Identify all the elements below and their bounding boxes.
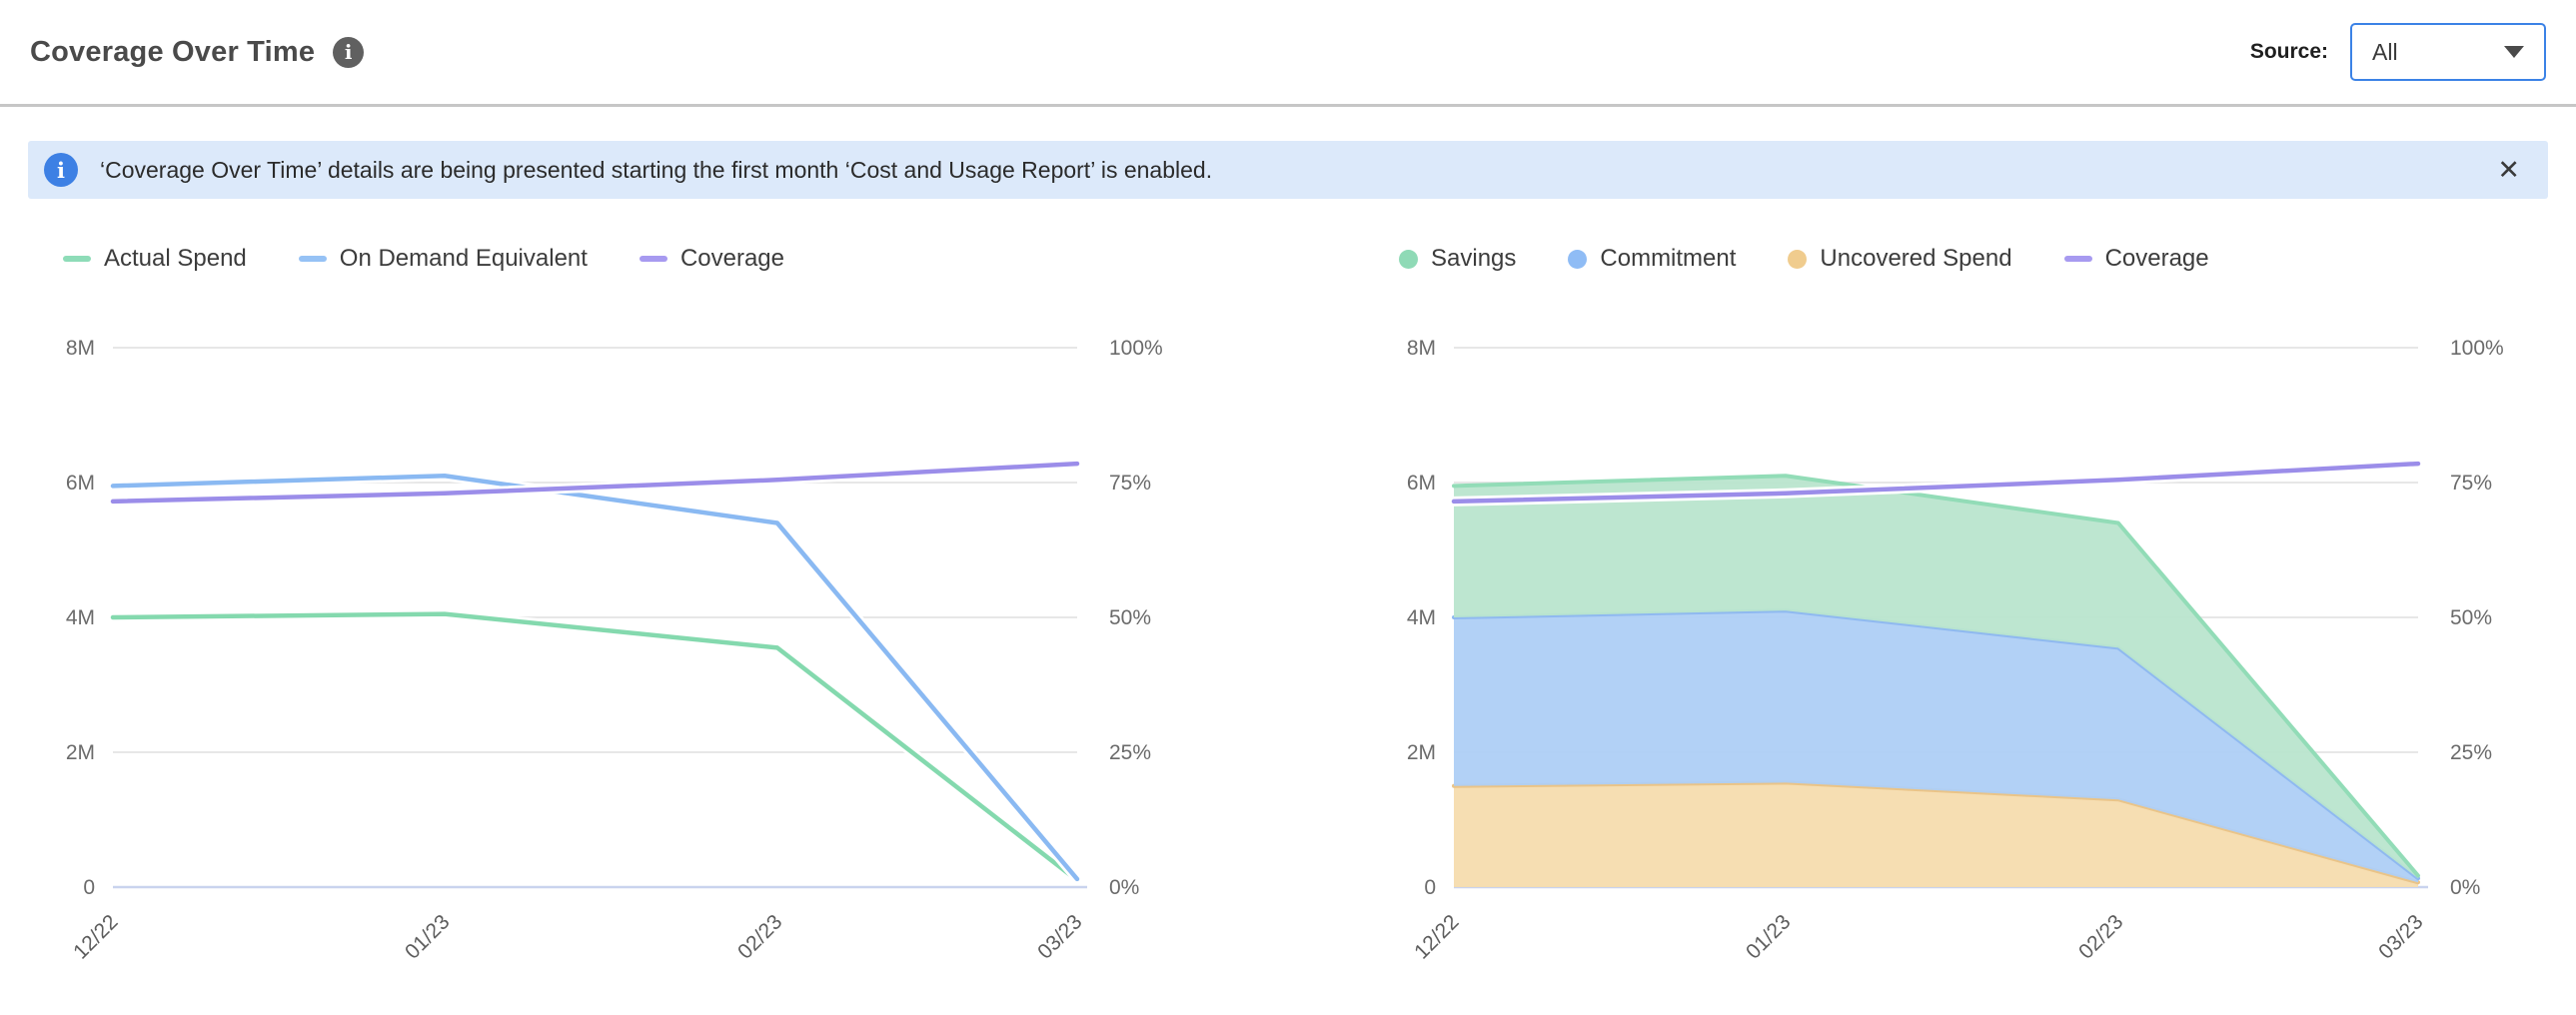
commitment-swatch-icon <box>1568 249 1588 269</box>
info-banner: i ‘Coverage Over Time’ details are being… <box>28 141 2548 199</box>
svg-text:0%: 0% <box>2450 876 2480 899</box>
svg-text:2M: 2M <box>1407 741 1436 764</box>
legend-item-commitment[interactable]: Commitment <box>1568 245 1736 273</box>
info-icon[interactable]: i <box>333 36 365 68</box>
legend-label: Coverage <box>679 245 784 272</box>
right-chart-canvas: 8M 6M 4M 2M 0 100% 75% 50% 25% 0% 12/22 01/23 02/23 0… <box>1407 337 2504 964</box>
svg-text:8M: 8M <box>1407 337 1436 360</box>
svg-text:03/23: 03/23 <box>1033 910 1086 963</box>
source-label: Source: <box>2249 40 2328 63</box>
svg-text:25%: 25% <box>1109 741 1151 764</box>
svg-text:02/23: 02/23 <box>733 910 786 963</box>
page-title: Coverage Over Time <box>30 35 316 68</box>
svg-text:6M: 6M <box>66 472 95 495</box>
header-divider <box>0 104 2576 107</box>
svg-text:50%: 50% <box>1109 606 1151 629</box>
close-icon[interactable]: ✕ <box>2497 154 2520 185</box>
right-chart-legend: Savings Commitment Uncovered Spend Coverage <box>1309 244 2548 274</box>
svg-text:0: 0 <box>83 876 95 899</box>
legend-item-coverage[interactable]: Coverage <box>639 245 784 273</box>
legend-item-on-demand-equivalent[interactable]: On Demand Equivalent <box>298 245 588 273</box>
svg-text:50%: 50% <box>2450 606 2492 629</box>
svg-text:100%: 100% <box>2450 337 2504 360</box>
svg-text:75%: 75% <box>2450 472 2492 495</box>
svg-text:8M: 8M <box>66 337 95 360</box>
chevron-down-icon <box>2504 46 2524 58</box>
svg-text:02/23: 02/23 <box>2074 910 2127 963</box>
legend-item-savings[interactable]: Savings <box>1399 245 1516 273</box>
legend-label: Coverage <box>2104 245 2209 272</box>
uncovered-spend-swatch-icon <box>1788 249 1808 269</box>
legend-label: Commitment <box>1600 245 1737 272</box>
legend-item-actual-spend[interactable]: Actual Spend <box>63 245 247 273</box>
svg-text:75%: 75% <box>1109 472 1151 495</box>
svg-text:0: 0 <box>1424 876 1436 899</box>
legend-label: Uncovered Spend <box>1820 245 2012 272</box>
left-chart-canvas: 8M 6M 4M 2M 0 100% 75% 50% 25% 0% 12/22 01/23 02/23 0… <box>66 337 1163 964</box>
svg-text:4M: 4M <box>1407 606 1436 629</box>
svg-text:01/23: 01/23 <box>401 910 454 963</box>
svg-text:100%: 100% <box>1109 337 1163 360</box>
svg-text:6M: 6M <box>1407 472 1436 495</box>
svg-text:2M: 2M <box>66 741 95 764</box>
savings-swatch-icon <box>1399 249 1418 269</box>
header: Coverage Over Time i Source: All <box>0 0 2576 104</box>
legend-item-coverage[interactable]: Coverage <box>2063 245 2209 273</box>
legend-item-uncovered-spend[interactable]: Uncovered Spend <box>1788 245 2012 273</box>
source-dropdown-value: All <box>2372 38 2398 65</box>
svg-text:03/23: 03/23 <box>2374 910 2427 963</box>
svg-text:0%: 0% <box>1109 876 1139 899</box>
svg-text:01/23: 01/23 <box>1742 910 1795 963</box>
svg-text:12/22: 12/22 <box>1410 910 1463 963</box>
legend-label: Savings <box>1431 245 1517 272</box>
banner-info-icon: i <box>44 153 78 187</box>
svg-text:12/22: 12/22 <box>69 910 122 963</box>
source-dropdown[interactable]: All <box>2350 23 2546 81</box>
legend-label: On Demand Equivalent <box>339 245 588 272</box>
coverage-swatch-icon <box>2063 256 2092 262</box>
legend-label: Actual Spend <box>104 245 247 272</box>
charts-row: Actual Spend On Demand Equivalent Coverage… <box>0 199 2576 978</box>
spend-lines-chart: Actual Spend On Demand Equivalent Coverage… <box>28 199 1267 978</box>
svg-text:4M: 4M <box>66 606 95 629</box>
coverage-swatch-icon <box>639 256 667 262</box>
coverage-stack-chart: Savings Commitment Uncovered Spend Coverage… <box>1309 199 2548 978</box>
actual-spend-swatch-icon <box>63 256 91 262</box>
svg-text:25%: 25% <box>2450 741 2492 764</box>
banner-text: ‘Coverage Over Time’ details are being p… <box>100 156 1213 183</box>
source-control: Source: All <box>2250 23 2546 81</box>
left-chart-legend: Actual Spend On Demand Equivalent Coverage <box>28 244 1267 274</box>
on-demand-equivalent-swatch-icon <box>298 256 327 262</box>
